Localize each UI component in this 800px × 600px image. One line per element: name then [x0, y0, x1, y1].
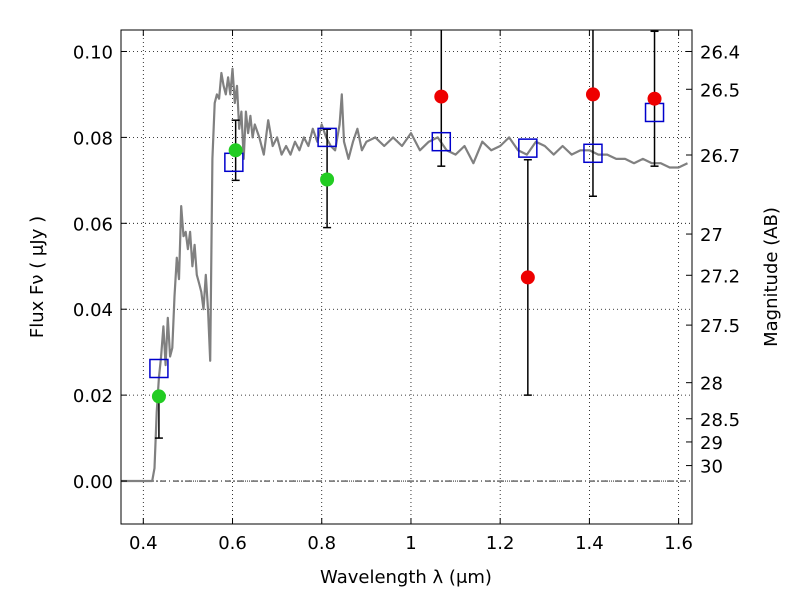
y-axis-right-label: Magnitude (AB) — [761, 207, 782, 347]
plot-frame — [120, 29, 693, 525]
detection-point — [320, 172, 335, 187]
tick-labels: 0.4 0.6 0.8 1 1.2 1.4 1.6 0.00 0.02 0.04 0.06 0.08 0… — [73, 42, 740, 554]
markers — [149, 87, 665, 404]
x-tick-label: 0.8 — [307, 533, 336, 554]
x-tick-label: 1 — [405, 533, 416, 554]
detection-point — [228, 143, 243, 158]
x-tick-label: 0.4 — [129, 533, 158, 554]
y-tick-label: 0.06 — [73, 214, 113, 235]
magnitude-tick-label: 27 — [700, 225, 723, 246]
detection-point — [151, 389, 166, 404]
model-flux-square — [583, 143, 603, 164]
magnitude-tick-label: 27.2 — [700, 266, 740, 287]
y-tick-label: 0.04 — [73, 300, 113, 321]
non-detection-point — [585, 87, 600, 102]
x-tick-label: 1.4 — [575, 533, 604, 554]
model-flux-square — [518, 138, 538, 158]
magnitude-tick-label: 28.5 — [700, 410, 740, 431]
non-detection-point — [434, 89, 449, 104]
non-detection-point — [520, 270, 535, 285]
model-flux-square — [149, 358, 169, 379]
magnitude-tick-label: 29 — [700, 433, 723, 454]
magnitude-tick-label: 26.5 — [700, 80, 740, 101]
x-tick-label: 1.6 — [664, 533, 693, 554]
ticks — [121, 30, 692, 524]
y-tick-label: 0.08 — [73, 128, 113, 149]
x-tick-label: 0.6 — [218, 533, 247, 554]
magnitude-tick-label: 26.4 — [700, 42, 740, 63]
magnitude-tick-label: 26.7 — [700, 146, 740, 167]
y-tick-label: 0.02 — [73, 386, 113, 407]
magnitude-tick-label: 27.5 — [700, 316, 740, 337]
magnitude-tick-label: 28 — [700, 374, 723, 395]
model-flux-square — [431, 131, 452, 152]
y-axis-label: Flux Fν ( μJy ) — [27, 216, 48, 338]
model-sed-line — [121, 67, 688, 483]
x-axis-label: Wavelength λ (μm) — [320, 567, 492, 588]
model-sed-curve — [121, 67, 688, 483]
y-tick-label: 0.10 — [73, 42, 113, 63]
x-tick-label: 1.2 — [486, 533, 515, 554]
non-detection-point — [647, 91, 662, 106]
model-flux-square — [317, 127, 337, 148]
magnitude-tick-label: 30 — [700, 457, 723, 478]
y-tick-label: 0.00 — [73, 472, 113, 493]
